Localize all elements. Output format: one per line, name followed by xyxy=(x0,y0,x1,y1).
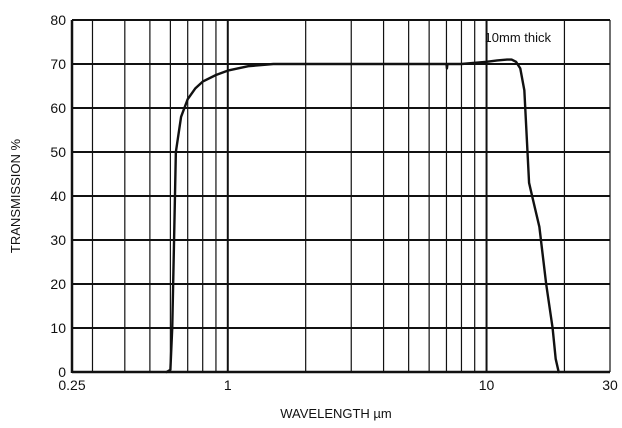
x-tick-label: 30 xyxy=(602,377,618,393)
y-tick-label: 50 xyxy=(50,144,66,160)
x-axis-title: WAVELENGTH µm xyxy=(280,406,392,421)
y-tick-label: 60 xyxy=(50,100,66,116)
x-tick-label: 1 xyxy=(224,377,232,393)
y-tick-label: 30 xyxy=(50,232,66,248)
y-tick-label: 40 xyxy=(50,188,66,204)
y-tick-labels: 0 10 20 30 40 50 60 70 80 xyxy=(50,12,66,380)
y-tick-label: 20 xyxy=(50,276,66,292)
grid xyxy=(70,19,611,374)
y-tick-label: 70 xyxy=(50,56,66,72)
y-tick-label: 0 xyxy=(58,364,66,380)
x-tick-labels: 0.25 1 10 30 xyxy=(58,377,618,393)
y-tick-label: 10 xyxy=(50,320,66,336)
transmission-curve xyxy=(165,58,560,374)
thickness-annotation: 10mm thick xyxy=(485,30,552,45)
y-tick-label: 80 xyxy=(50,12,66,28)
x-tick-label: 0.25 xyxy=(58,377,85,393)
y-axis-title: TRANSMISSION % xyxy=(8,138,23,253)
x-tick-label: 10 xyxy=(479,377,495,393)
